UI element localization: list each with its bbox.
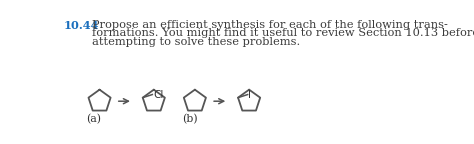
Text: Propose an efficient synthesis for each of the following trans-: Propose an efficient synthesis for each … xyxy=(92,20,447,30)
Text: Cl: Cl xyxy=(153,90,164,100)
Text: (a): (a) xyxy=(86,113,101,124)
Text: formations. You might find it useful to review Section 10.13 before: formations. You might find it useful to … xyxy=(92,29,474,38)
Text: I: I xyxy=(248,90,251,100)
Text: (b): (b) xyxy=(182,113,197,124)
Text: attempting to solve these problems.: attempting to solve these problems. xyxy=(92,37,300,47)
Text: 10.44: 10.44 xyxy=(64,20,100,31)
